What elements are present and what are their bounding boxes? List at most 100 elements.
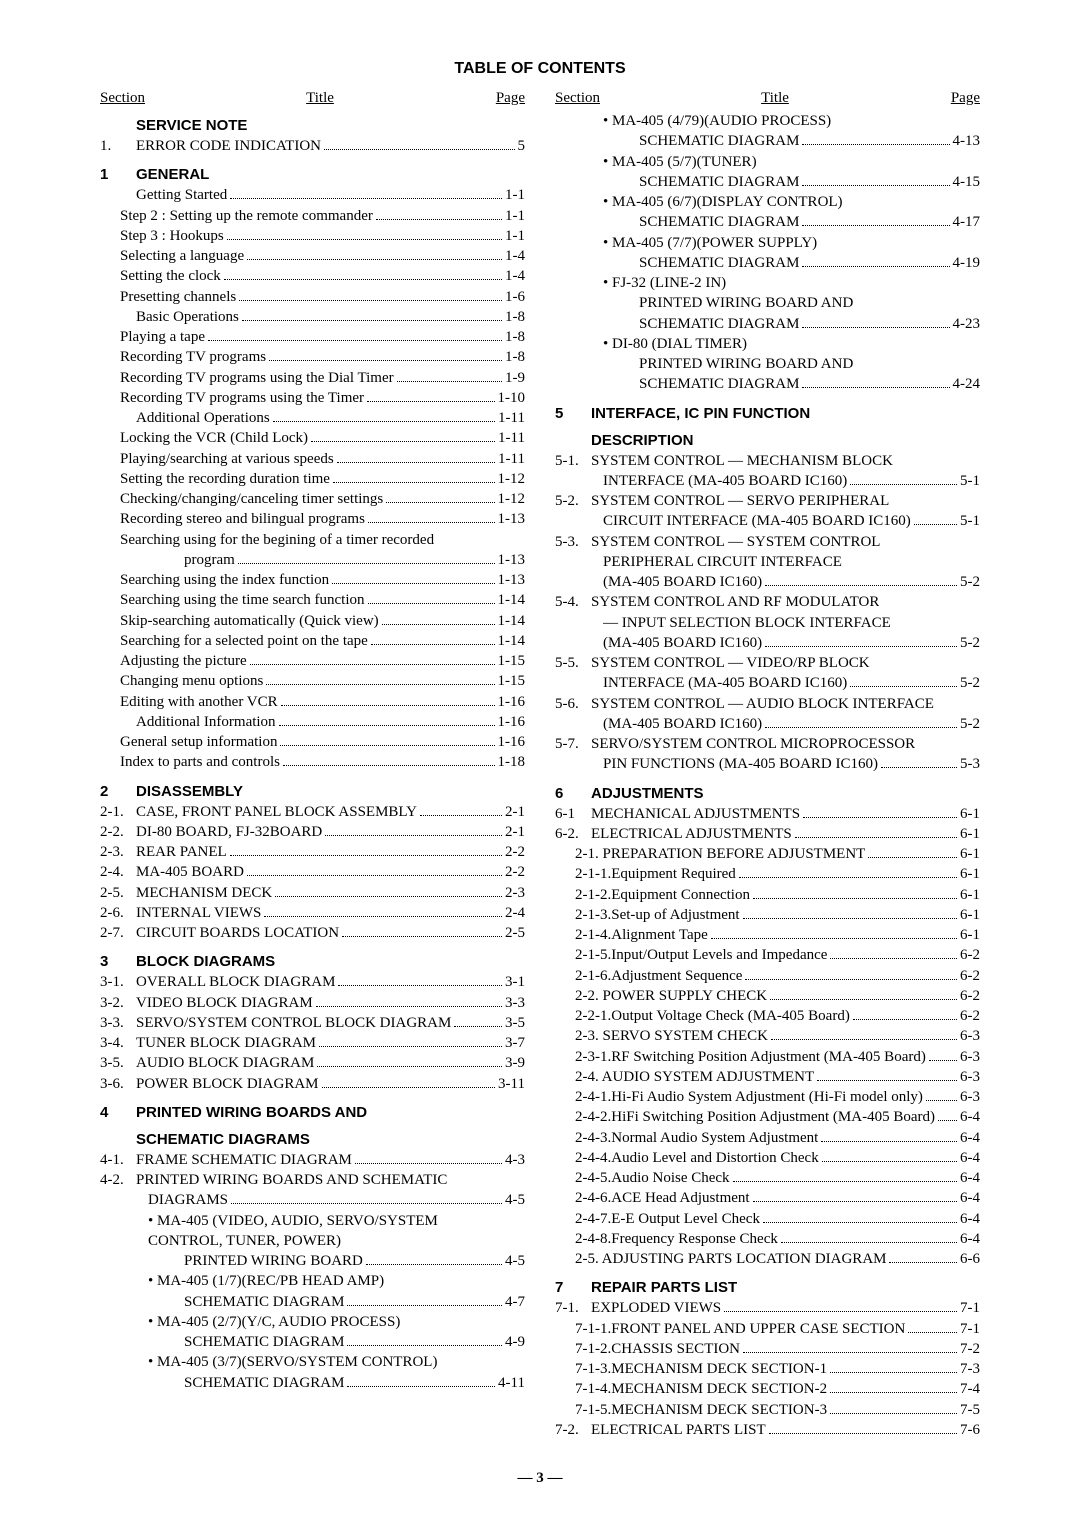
- leader-dots: [242, 320, 502, 321]
- toc-label: 2-2-1.Output Voltage Check (MA-405 Board…: [575, 1006, 850, 1026]
- leader-dots: [926, 1100, 957, 1101]
- toc-page: 4-24: [953, 374, 981, 394]
- toc-label: • MA-405 (6/7)(DISPLAY CONTROL): [603, 192, 843, 212]
- toc-label: 2-1. PREPARATION BEFORE ADJUSTMENT: [575, 844, 865, 864]
- toc-label: General setup information: [120, 732, 277, 752]
- toc-line: Playing a tape1-8: [100, 327, 525, 347]
- toc-page: 6-4: [960, 1107, 980, 1127]
- toc-line: 7-1-1.FRONT PANEL AND UPPER CASE SECTION…: [555, 1319, 980, 1339]
- toc-line: 3-4.TUNER BLOCK DIAGRAM3-7: [100, 1033, 525, 1053]
- column-header-right: Section Title Page: [555, 90, 980, 107]
- toc-page: 7-4: [960, 1379, 980, 1399]
- toc-line: 2-4-5.Audio Noise Check6-4: [555, 1168, 980, 1188]
- section-heading: 1GENERAL: [100, 166, 525, 183]
- toc-page: 6-4: [960, 1209, 980, 1229]
- toc-label: MA-405 BOARD: [136, 862, 244, 882]
- toc-label: INTERFACE (MA-405 BOARD IC160): [603, 471, 847, 491]
- toc-label: Changing menu options: [120, 671, 263, 691]
- toc-line: Searching using the index function1-13: [100, 570, 525, 590]
- toc-label: 2-1-2.Equipment Connection: [575, 885, 750, 905]
- hdr-title: Title: [155, 90, 485, 107]
- toc-label: Presetting channels: [120, 287, 236, 307]
- toc-page: 6-4: [960, 1148, 980, 1168]
- toc-num: 6-1: [555, 804, 591, 824]
- column-header-left: Section Title Page: [100, 90, 525, 107]
- toc-page: 6-4: [960, 1128, 980, 1148]
- toc-page: 6-1: [960, 905, 980, 925]
- leader-dots: [853, 1019, 957, 1020]
- leader-dots: [420, 815, 502, 816]
- toc-label: Recording stereo and bilingual programs: [120, 509, 365, 529]
- toc-page: 4-13: [953, 131, 981, 151]
- toc-page: 5-1: [960, 471, 980, 491]
- toc-line: 2-1-2.Equipment Connection6-1: [555, 885, 980, 905]
- leader-dots: [765, 585, 957, 586]
- toc-line: 2-3.REAR PANEL2-2: [100, 842, 525, 862]
- toc-line: SCHEMATIC DIAGRAM4-13: [555, 131, 980, 151]
- toc-label: 2-1-5.Input/Output Levels and Impedance: [575, 945, 827, 965]
- leader-dots: [279, 725, 495, 726]
- toc-label: PRINTED WIRING BOARD: [184, 1251, 363, 1271]
- leader-dots: [322, 1087, 496, 1088]
- toc-label: Selecting a language: [120, 246, 244, 266]
- leader-dots: [332, 583, 494, 584]
- toc-line: • FJ-32 (LINE-2 IN): [555, 273, 980, 293]
- leader-dots: [868, 857, 957, 858]
- toc-line: 2-4-3.Normal Audio System Adjustment6-4: [555, 1128, 980, 1148]
- leader-dots: [454, 1026, 502, 1027]
- toc-num: 3-5.: [100, 1053, 136, 1073]
- toc-line: 5-5.SYSTEM CONTROL — VIDEO/RP BLOCK: [555, 653, 980, 673]
- toc-line: SCHEMATIC DIAGRAM4-19: [555, 253, 980, 273]
- toc-label: SCHEMATIC DIAGRAM: [639, 172, 799, 192]
- toc-num: 3-4.: [100, 1033, 136, 1053]
- leader-dots: [247, 259, 502, 260]
- toc-line: Changing menu options1-15: [100, 671, 525, 691]
- leader-dots: [208, 340, 502, 341]
- leader-dots: [273, 421, 495, 422]
- leader-dots: [724, 1311, 957, 1312]
- leader-dots: [238, 563, 495, 564]
- heading-label: INTERFACE, IC PIN FUNCTION: [591, 405, 810, 422]
- toc-label: 2-4-2.HiFi Switching Position Adjustment…: [575, 1107, 935, 1127]
- toc-line: 7-1.EXPLODED VIEWS7-1: [555, 1298, 980, 1318]
- leader-dots: [765, 727, 957, 728]
- leader-dots: [830, 1392, 957, 1393]
- leader-dots: [366, 1264, 502, 1265]
- toc-page: 6-3: [960, 1026, 980, 1046]
- toc-page: 6-3: [960, 1047, 980, 1067]
- leader-dots: [802, 266, 949, 267]
- toc-page: 1-6: [505, 287, 525, 307]
- toc-page: 4-3: [505, 1150, 525, 1170]
- toc-line: 3-3.SERVO/SYSTEM CONTROL BLOCK DIAGRAM3-…: [100, 1013, 525, 1033]
- toc-label: 2-4. AUDIO SYSTEM ADJUSTMENT: [575, 1067, 814, 1087]
- toc-page: 5-2: [960, 673, 980, 693]
- toc-line: 5-7.SERVO/SYSTEM CONTROL MICROPROCESSOR: [555, 734, 980, 754]
- heading-num: [100, 117, 136, 134]
- leader-dots: [743, 918, 957, 919]
- leader-dots: [881, 767, 957, 768]
- hdr-section: Section: [100, 90, 155, 107]
- toc-page: 6-2: [960, 966, 980, 986]
- toc-line: SCHEMATIC DIAGRAM4-7: [100, 1292, 525, 1312]
- toc-line: Setting the recording duration time1-12: [100, 469, 525, 489]
- toc-label: SCHEMATIC DIAGRAM: [639, 374, 799, 394]
- leader-dots: [311, 441, 495, 442]
- toc-label: • FJ-32 (LINE-2 IN): [603, 273, 726, 293]
- leader-dots: [266, 684, 494, 685]
- heading-num: 7: [555, 1279, 591, 1296]
- section-heading: 3BLOCK DIAGRAMS: [100, 953, 525, 970]
- toc-page: 2-1: [505, 822, 525, 842]
- toc-page: 4-5: [505, 1251, 525, 1271]
- leader-dots: [230, 198, 502, 199]
- toc-line: 2-4-4.Audio Level and Distortion Check 6-…: [555, 1148, 980, 1168]
- toc-label: PERIPHERAL CIRCUIT INTERFACE: [603, 552, 842, 572]
- toc-label: 2-4-4.Audio Level and Distortion Check: [575, 1148, 819, 1168]
- leader-dots: [316, 1006, 502, 1007]
- leader-dots: [347, 1345, 502, 1346]
- page-title: TABLE OF CONTENTS: [100, 60, 980, 78]
- toc-label: Editing with another VCR: [120, 692, 278, 712]
- toc-line: 2-4.MA-405 BOARD2-2: [100, 862, 525, 882]
- toc-line: 2-4-1.Hi-Fi Audio System Adjustment (Hi-…: [555, 1087, 980, 1107]
- toc-num: 2-2.: [100, 822, 136, 842]
- toc-line: 4-1.FRAME SCHEMATIC DIAGRAM4-3: [100, 1150, 525, 1170]
